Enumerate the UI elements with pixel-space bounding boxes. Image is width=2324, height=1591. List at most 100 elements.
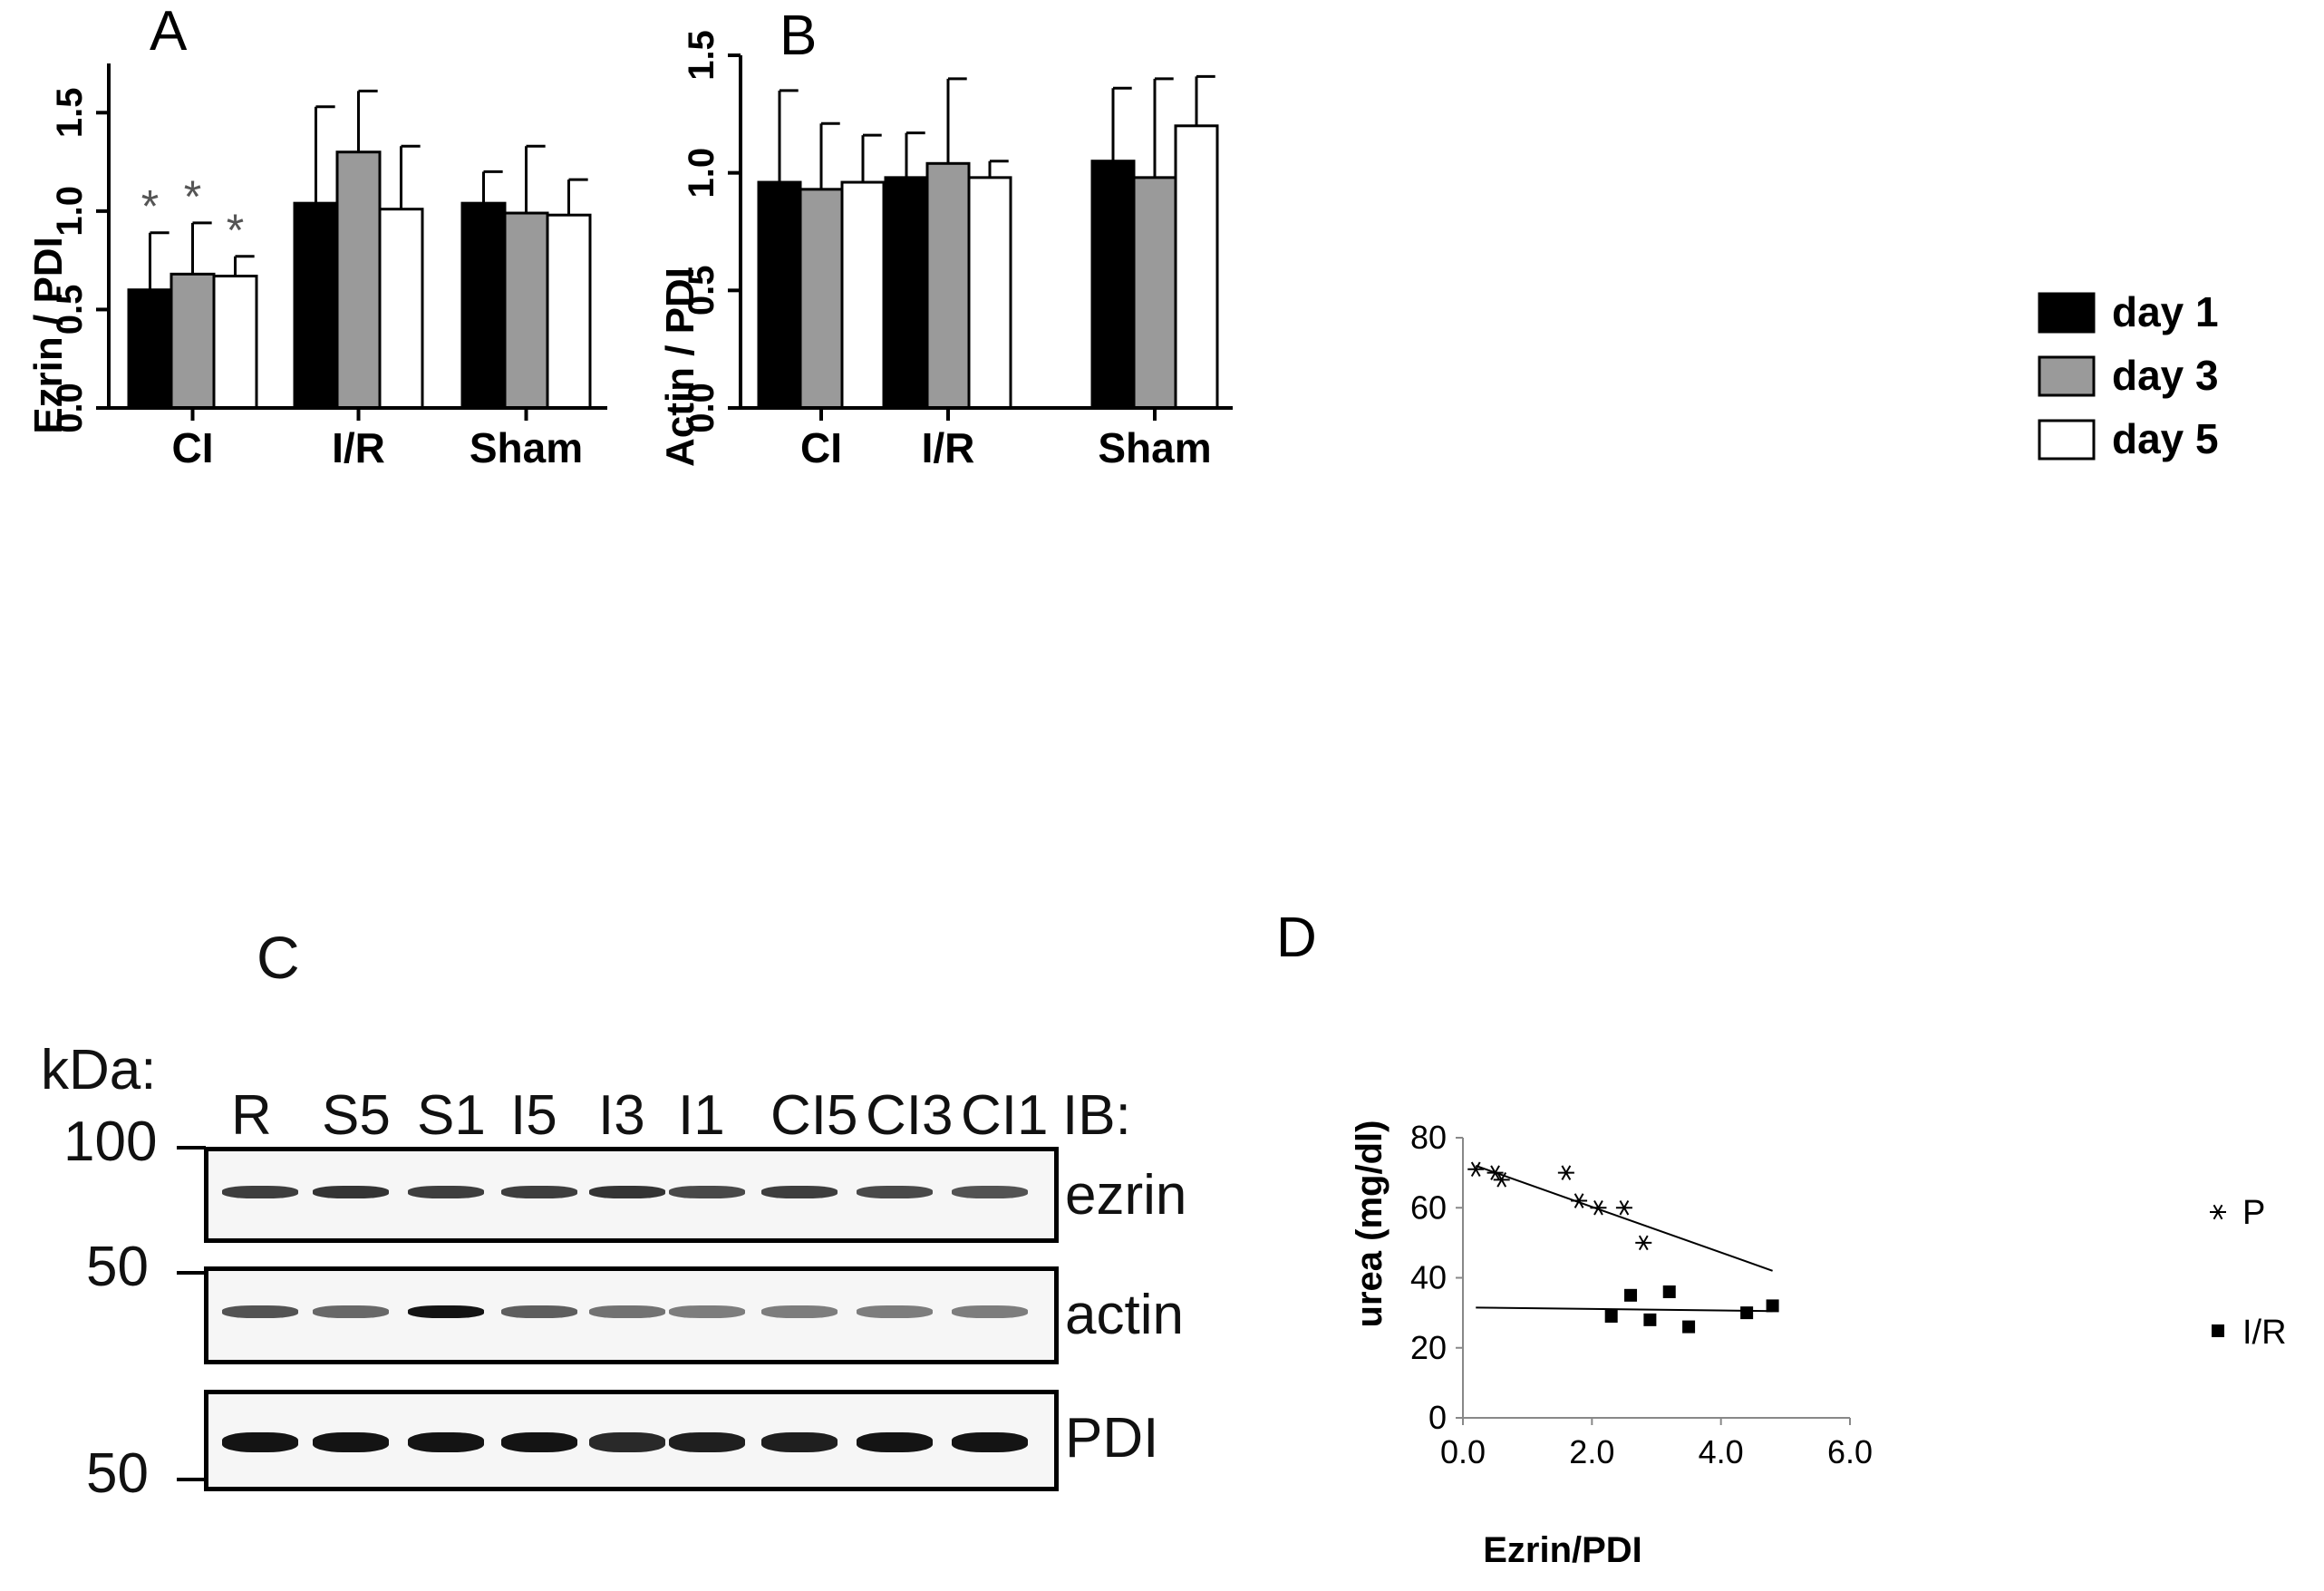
blot-band — [952, 1305, 1028, 1318]
data-point — [1467, 1161, 1485, 1178]
bar — [293, 201, 339, 410]
data-point — [1590, 1199, 1607, 1216]
chart-a-ylabel: Ezrin / PDI — [26, 237, 71, 434]
blot-band — [408, 1186, 484, 1198]
chart-a-title: A — [150, 0, 188, 63]
legend-marker-ir — [2212, 1324, 2224, 1337]
bar — [1174, 124, 1219, 410]
blot-band — [501, 1186, 577, 1198]
data-point — [1624, 1288, 1638, 1302]
y-tick-label: 1.0 — [50, 186, 90, 237]
legend-swatch-day3 — [2038, 355, 2096, 397]
mw-marker-label: 50 — [86, 1442, 149, 1505]
bar — [884, 176, 929, 410]
bar — [503, 211, 549, 410]
blot-band — [501, 1432, 577, 1452]
asterisk-stroke — [1593, 1199, 1603, 1216]
blot-band — [501, 1305, 577, 1318]
lane-label: R — [231, 1084, 272, 1147]
data-point — [1486, 1165, 1504, 1180]
mw-marker-tick — [177, 1271, 206, 1275]
mw-marker-tick — [177, 1478, 206, 1481]
blot-band — [313, 1186, 389, 1198]
asterisk-stroke — [1619, 1199, 1630, 1216]
lane-label: CI1 — [961, 1084, 1049, 1147]
legend-label-day5: day 5 — [2112, 415, 2219, 462]
x-tick-label: CI — [172, 424, 214, 471]
bar — [925, 161, 971, 410]
chart-d-xlabel: Ezrin/PDI — [1483, 1530, 1642, 1570]
bar — [460, 201, 507, 410]
chart-b-y-axis: 0.0 0.5 1.0 1.5 — [682, 30, 742, 433]
bar — [1090, 160, 1136, 410]
asterisk-stroke — [2213, 1204, 2223, 1220]
blot-row-actin — [204, 1266, 1059, 1364]
blot-band — [952, 1432, 1028, 1452]
chart-d-title: D — [1276, 907, 1317, 969]
legend-swatch-day5 — [2038, 419, 2096, 461]
chart-a-y-axis: 0.0 0.5 1.0 1.5 — [50, 63, 111, 433]
y-tick-label: 1.5 — [682, 30, 721, 81]
legend-label-p: P — [2242, 1194, 2265, 1232]
asterisk-stroke — [1561, 1165, 1572, 1180]
blot-band — [669, 1186, 745, 1198]
blot-band — [857, 1432, 933, 1452]
asterisk-stroke — [1638, 1235, 1649, 1251]
legend-item-day1: day 1 — [2038, 288, 2219, 335]
y-tick-label: 20 — [1410, 1329, 1447, 1366]
blot-band — [669, 1305, 745, 1318]
blot-band — [408, 1305, 484, 1318]
blot-band — [857, 1186, 933, 1198]
x-tick-label: I/R — [332, 424, 385, 471]
y-tick-label: 0 — [1428, 1399, 1447, 1436]
data-point — [1604, 1309, 1618, 1323]
legend-label-day3: day 3 — [2112, 352, 2219, 399]
chart-b: B Actin / PDI 0.0 0.5 1.0 1.5 CI I/R Sham — [658, 5, 1233, 471]
blot-panel: C kDa: IB: R S5 S1 I5 I3 I1 CI5 CI3 CI1 ezrin 100… — [0, 897, 1269, 1586]
chart-a: A Ezrin / PDI 0.0 0.5 1.0 1.5 * * * CI I/R Sham — [26, 0, 607, 471]
x-tick-label: 6.0 — [1827, 1433, 1873, 1470]
lane-label: S1 — [417, 1084, 486, 1147]
y-tick-label: 60 — [1410, 1188, 1447, 1226]
x-tick-label: Sham — [1098, 424, 1211, 471]
bar — [799, 188, 844, 410]
bar — [840, 180, 886, 410]
blot-row-ezrin — [204, 1147, 1059, 1243]
asterisk-stroke — [1470, 1161, 1481, 1178]
kda-label: kDa: — [41, 1039, 157, 1101]
data-point — [1557, 1165, 1574, 1180]
bar — [169, 272, 216, 410]
blot-band — [589, 1186, 665, 1198]
trendline — [1475, 1164, 1773, 1272]
blot-band — [761, 1305, 838, 1318]
data-point — [1740, 1306, 1754, 1320]
blot-row-label: actin — [1065, 1284, 1184, 1346]
mw-marker-label: 100 — [63, 1111, 158, 1173]
blot-band — [589, 1432, 665, 1452]
chart-b-ylabel: Actin / PDI — [658, 267, 702, 467]
bar — [335, 150, 382, 410]
chart-a-x-axis: CI I/R Sham — [109, 406, 607, 471]
blot-row-label: ezrin — [1065, 1164, 1187, 1227]
y-tick-label: 40 — [1410, 1259, 1447, 1296]
y-tick-label: 1.0 — [682, 148, 721, 199]
chart-b-x-axis: CI I/R Sham — [741, 406, 1233, 471]
blot-band — [408, 1432, 484, 1452]
y-tick-label: 0.0 — [50, 383, 90, 433]
blot-title: C — [257, 924, 300, 991]
bar — [757, 180, 802, 410]
chart-b-title: B — [780, 5, 817, 67]
bar — [127, 288, 173, 410]
chart-d-ylabel: urea (mg/dl) — [1350, 1120, 1390, 1328]
blot-band — [313, 1305, 389, 1318]
legend-item-day5: day 5 — [2038, 415, 2219, 462]
blot-row-pdi — [204, 1390, 1059, 1491]
legend-swatch-day1 — [2038, 292, 2096, 334]
significance-asterisk: * — [227, 205, 244, 256]
data-point — [1682, 1320, 1696, 1334]
blot-band — [222, 1186, 298, 1198]
blot-row-label: PDI — [1065, 1407, 1159, 1470]
chart-d-plot — [1467, 1161, 1779, 1334]
legend-marker-p — [2210, 1204, 2226, 1220]
blot-band — [952, 1186, 1028, 1198]
